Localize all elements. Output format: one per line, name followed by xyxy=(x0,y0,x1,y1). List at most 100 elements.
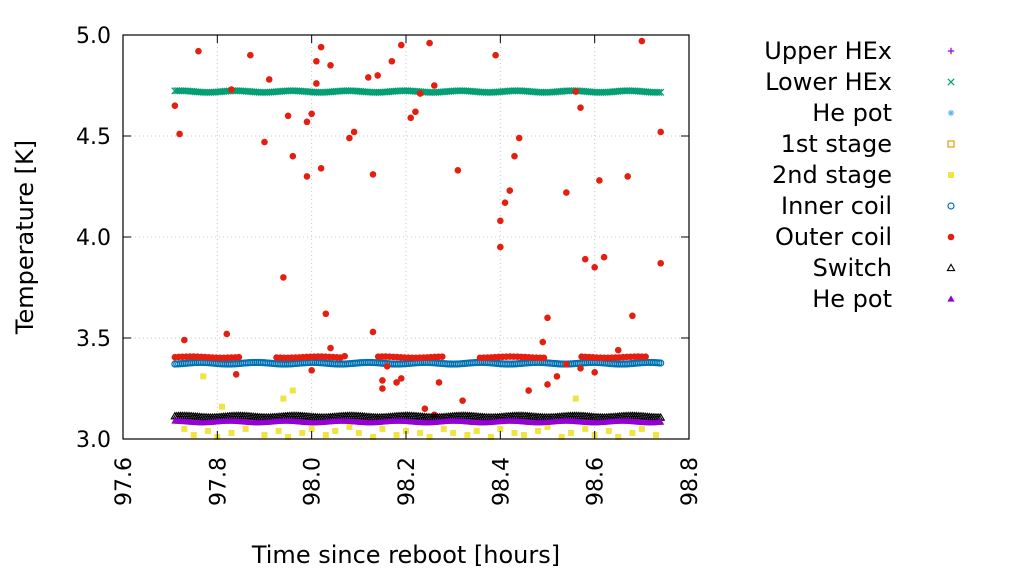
data-point xyxy=(657,418,665,425)
data-point xyxy=(308,367,315,374)
legend-marker xyxy=(948,172,954,178)
data-point xyxy=(431,82,438,89)
data-point xyxy=(629,429,636,436)
data-point xyxy=(350,128,358,136)
data-point xyxy=(497,243,504,251)
y-axis-label: Temperature [K] xyxy=(11,140,39,335)
data-point xyxy=(638,37,646,45)
data-point xyxy=(379,377,386,384)
legend: Upper HEx Lower HEx He pot 1st stage 2nd sta… xyxy=(764,37,956,313)
data-point xyxy=(393,431,400,438)
data-point xyxy=(232,371,240,378)
legend-entry: Lower HEx xyxy=(765,68,955,96)
data-point xyxy=(332,427,339,434)
data-point xyxy=(487,433,494,440)
data-point xyxy=(313,57,320,65)
data-point xyxy=(219,403,226,410)
data-point xyxy=(615,433,622,440)
legend-marker xyxy=(947,295,955,302)
data-point xyxy=(317,165,325,172)
legend-entry: Outer coil xyxy=(775,223,955,251)
data-point xyxy=(412,108,419,116)
legend-marker xyxy=(947,233,955,241)
legend-label: Outer coil xyxy=(775,223,892,251)
data-point xyxy=(421,405,429,413)
data-point xyxy=(383,362,391,370)
x-tick-label: 98.6 xyxy=(584,457,609,506)
data-point xyxy=(355,429,362,436)
data-point xyxy=(520,431,527,438)
data-point xyxy=(605,427,612,434)
legend-label: 1st stage xyxy=(781,130,892,158)
data-point xyxy=(454,167,462,174)
data-point xyxy=(596,177,603,184)
data-point xyxy=(265,76,273,83)
data-point xyxy=(393,379,400,386)
data-point xyxy=(261,138,268,146)
data-point xyxy=(473,427,480,434)
data-point xyxy=(558,433,565,440)
data-point xyxy=(289,387,296,394)
x-tick-label: 98.8 xyxy=(678,457,703,506)
data-point xyxy=(624,173,631,180)
data-point xyxy=(497,217,504,225)
series-outer-coil xyxy=(171,37,664,419)
data-point xyxy=(346,423,353,430)
data-point xyxy=(176,130,183,138)
data-point xyxy=(544,381,551,388)
data-point xyxy=(369,328,377,336)
legend-marker xyxy=(946,263,956,272)
data-point xyxy=(535,427,542,434)
data-point xyxy=(426,433,433,440)
data-point xyxy=(440,425,447,432)
data-point xyxy=(540,354,548,362)
data-point xyxy=(322,431,329,438)
data-point xyxy=(223,330,231,338)
data-point xyxy=(200,373,207,380)
data-point xyxy=(327,62,334,69)
x-tick-label: 98.4 xyxy=(489,457,514,506)
data-point xyxy=(600,253,608,261)
data-point xyxy=(280,395,287,402)
y-tick-label: 4.5 xyxy=(76,125,111,150)
data-point xyxy=(577,104,584,112)
data-point xyxy=(322,310,330,318)
data-point xyxy=(511,152,518,160)
data-point xyxy=(572,395,579,402)
data-point xyxy=(655,88,663,96)
data-point xyxy=(614,346,622,354)
legend-label: He pot xyxy=(812,99,892,127)
data-point xyxy=(285,433,292,440)
data-point xyxy=(657,359,665,367)
data-point xyxy=(275,427,282,434)
data-point xyxy=(308,425,315,432)
data-point xyxy=(303,118,311,126)
data-point xyxy=(195,47,202,55)
data-point xyxy=(228,86,235,93)
data-point xyxy=(563,360,570,368)
legend-label: 2nd stage xyxy=(772,161,892,189)
data-point xyxy=(308,110,315,118)
data-point xyxy=(379,425,386,432)
x-axis-label: Time since reboot [hours] xyxy=(251,541,560,569)
series-2nd-stage xyxy=(181,373,659,440)
data-point xyxy=(374,72,382,79)
legend-entry: 2nd stage xyxy=(772,161,954,189)
y-tick-label: 5.0 xyxy=(76,24,111,49)
data-point xyxy=(407,114,415,122)
legend-marker xyxy=(947,47,955,55)
data-point xyxy=(450,429,457,436)
data-point xyxy=(416,90,424,97)
data-point xyxy=(317,43,325,51)
data-point xyxy=(501,199,509,206)
data-point xyxy=(553,373,561,380)
data-point xyxy=(577,365,584,372)
data-point xyxy=(280,274,287,281)
data-point xyxy=(525,387,532,394)
data-point xyxy=(511,429,518,436)
y-tick-label: 3.5 xyxy=(76,327,111,352)
legend-marker xyxy=(947,78,955,86)
data-point xyxy=(642,353,649,361)
data-point xyxy=(289,152,297,160)
